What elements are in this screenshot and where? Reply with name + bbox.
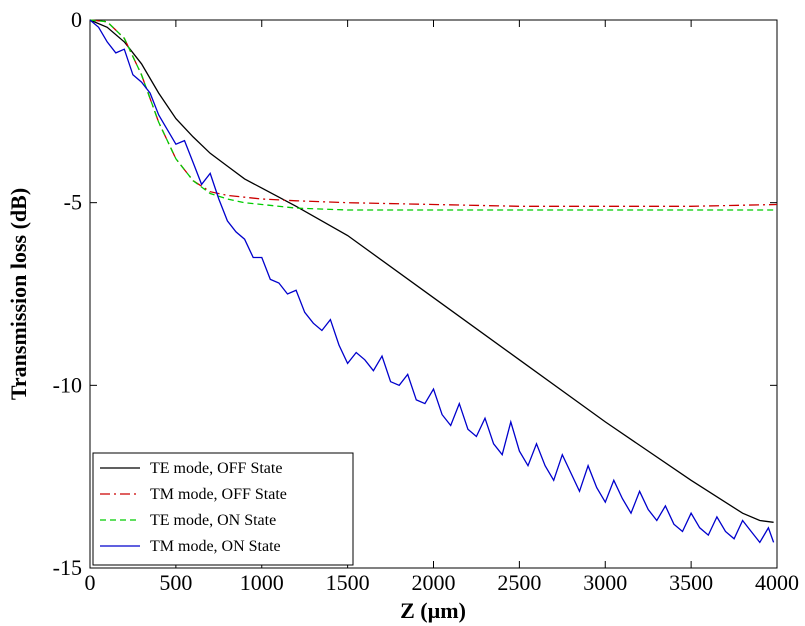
x-tick-label: 1500 [326,570,370,595]
series-layer [89,19,778,544]
x-tick-label: 3500 [669,570,713,595]
legend-label-2: TE mode, ON State [150,512,276,529]
legend-label-1: TM mode, OFF State [150,486,287,503]
series-line-2 [89,19,777,211]
series-line-3 [89,19,775,544]
x-tick-label: 3000 [583,570,627,595]
y-tick-label: -10 [53,372,82,397]
x-tick-label: 0 [85,570,96,595]
y-tick-label: -5 [64,190,82,215]
x-tick-label: 2500 [497,570,541,595]
legend-items: TE mode, OFF State TM mode, OFF State TE m… [100,460,287,555]
x-axis-title: Z (µm) [400,598,466,623]
x-tick-label: 500 [159,570,192,595]
x-tick-label: 1000 [240,570,284,595]
y-axis-title: Transmission loss (dB) [6,188,31,400]
x-tick-label: 4000 [755,570,799,595]
x-tick-label: 2000 [412,570,456,595]
tick-labels: 0 500 1000 1500 2000 2500 3000 3500 4000 0 -5 -10 -1… [53,7,799,595]
legend-label-0: TE mode, OFF State [150,460,282,477]
legend-label-3: TM mode, ON State [150,538,281,555]
y-tick-label: 0 [71,7,82,32]
y-tick-label: -15 [53,555,82,580]
legend: TE mode, OFF State TM mode, OFF State TE m… [92,452,354,566]
series-line-0 [89,19,774,523]
